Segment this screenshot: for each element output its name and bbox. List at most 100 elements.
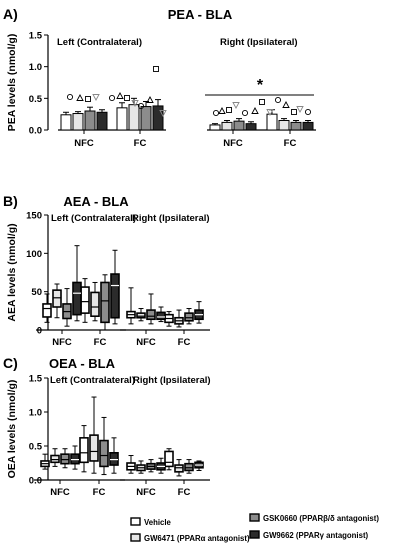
y-tick-label: 1.5 [29,374,43,385]
x-tick-label: NFC [136,337,156,348]
y-tick-label: 0 [37,326,42,337]
data-point [76,94,84,101]
box [80,286,90,314]
y-tick-label: 0.5 [29,94,43,105]
data-point [232,102,240,109]
x-tick-label: NFC [52,337,72,348]
data-point [66,93,74,101]
box [60,453,70,465]
y-axis-label: PEA levels (nmol/g) [6,34,18,132]
panel-letter: A) [3,6,18,22]
box [100,281,110,324]
significance-marker: * [257,77,264,94]
box [156,311,166,321]
box [90,291,100,317]
data-point [137,102,145,110]
panel-title: PEA - BLA [168,7,233,22]
box [52,289,62,308]
data-point [291,109,297,115]
x-tick-label: FC [93,487,106,498]
panel-title: AEA - BLA [63,194,129,209]
x-tick-label: FC [284,138,297,149]
box [72,281,82,316]
bar [302,121,314,131]
x-tick-label: FC [178,337,191,348]
bar [128,104,140,131]
bar [278,120,290,131]
legend-label: GW6471 (PPARα antagonist) [144,534,250,543]
data-point [296,106,304,113]
x-tick-label: NFC [74,138,94,149]
bar [96,111,108,131]
data-point [146,96,154,103]
group-label: Left (Contralateral) [57,37,142,48]
data-point [251,107,259,114]
data-point [92,94,100,101]
box [110,273,120,319]
data-point [259,99,265,105]
y-tick-label: 50 [31,287,42,298]
panel-title: OEA - BLA [49,356,116,371]
data-point [282,101,290,108]
group-label: Right (Ipsilateral) [220,37,298,48]
data-point [153,66,159,72]
bar [84,110,96,131]
x-tick-label: FC [134,138,147,149]
data-point [218,107,226,114]
box [42,303,52,318]
box [136,312,146,319]
box [50,454,60,464]
y-tick-label: 1.0 [29,408,42,419]
data-point [85,96,91,102]
box [79,437,89,464]
y-tick-label: 0.0 [29,126,42,137]
panel-letter: B) [3,193,18,209]
box [89,434,99,462]
data-point [212,109,220,117]
group-label: Left (Contralateral) [51,213,136,224]
bar [290,121,302,131]
y-tick-label: 150 [26,211,42,222]
y-tick-label: 0.5 [29,442,43,453]
bar [72,113,84,131]
box [164,450,174,468]
box [109,451,119,466]
data-point [266,109,274,116]
box [174,464,184,473]
bar [209,124,221,131]
legend-swatch [249,530,260,539]
x-tick-label: NFC [50,487,70,498]
y-tick-label: 1.5 [29,31,43,42]
legend-swatch [249,513,260,522]
data-point [124,95,130,101]
bar [152,105,164,131]
data-point [159,110,167,117]
legend-swatch [130,517,141,526]
group-label: Right (Ipsilateral) [133,375,211,386]
y-axis-label: AEA levels (nmol/g) [6,223,18,321]
bar [60,114,72,131]
y-axis-label: OEA levels (nmol/g) [6,380,18,479]
bar [245,123,257,131]
data-point [116,92,124,99]
y-tick-label: 0.0 [29,476,42,487]
group-label: Left (Contralateral) [50,375,135,386]
box [146,309,156,321]
legend-label: GSK0660 (PPARβ/δ antagonist) [263,514,379,523]
data-point [274,96,282,104]
box [99,439,109,468]
box [184,312,194,322]
legend-label: Vehicle [144,518,172,527]
x-tick-label: FC [178,487,191,498]
y-tick-label: 100 [26,249,42,260]
x-tick-label: FC [94,337,107,348]
box [70,453,80,465]
legend-label: GW9662 (PPARγ antagonist) [263,531,369,540]
data-point [304,108,312,116]
bar [221,121,233,131]
bar [233,120,245,131]
panel-letter: C) [3,355,18,371]
group-label: Right (Ipsilateral) [132,213,210,224]
data-point [108,94,116,102]
